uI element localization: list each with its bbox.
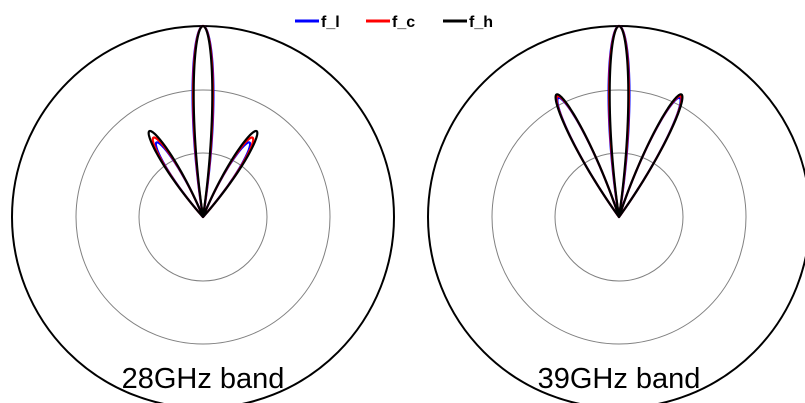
band-label-39ghz: 39GHz band (538, 363, 701, 395)
pattern-series-39ghz (554, 24, 684, 219)
pattern-line-f-h-28ghz (147, 24, 259, 219)
pattern-line-f-c-28ghz (151, 24, 255, 219)
legend-label-f-l: f_l (321, 14, 340, 31)
middle-ring-28ghz (75, 89, 331, 345)
pattern-line-f-c-39ghz (555, 24, 683, 219)
legend-label-f-c: f_c (392, 14, 415, 31)
legend-label-f-h: f_h (469, 14, 493, 31)
inner-ring-39ghz (554, 152, 684, 282)
inner-ring-28ghz (138, 152, 268, 282)
middle-ring-39ghz (491, 89, 747, 345)
band-label-28ghz: 28GHz band (122, 363, 285, 395)
pattern-line-f-h-39ghz (554, 24, 684, 219)
legend: f_l f_c f_h (295, 14, 493, 31)
polar-plot-39ghz: 39GHz band (427, 24, 805, 403)
polar-plot-28ghz: 28GHz band (11, 24, 395, 403)
pattern-line-f-l-28ghz (154, 24, 252, 219)
pattern-line-f-l-39ghz (556, 24, 682, 219)
pattern-series-28ghz (147, 24, 259, 219)
